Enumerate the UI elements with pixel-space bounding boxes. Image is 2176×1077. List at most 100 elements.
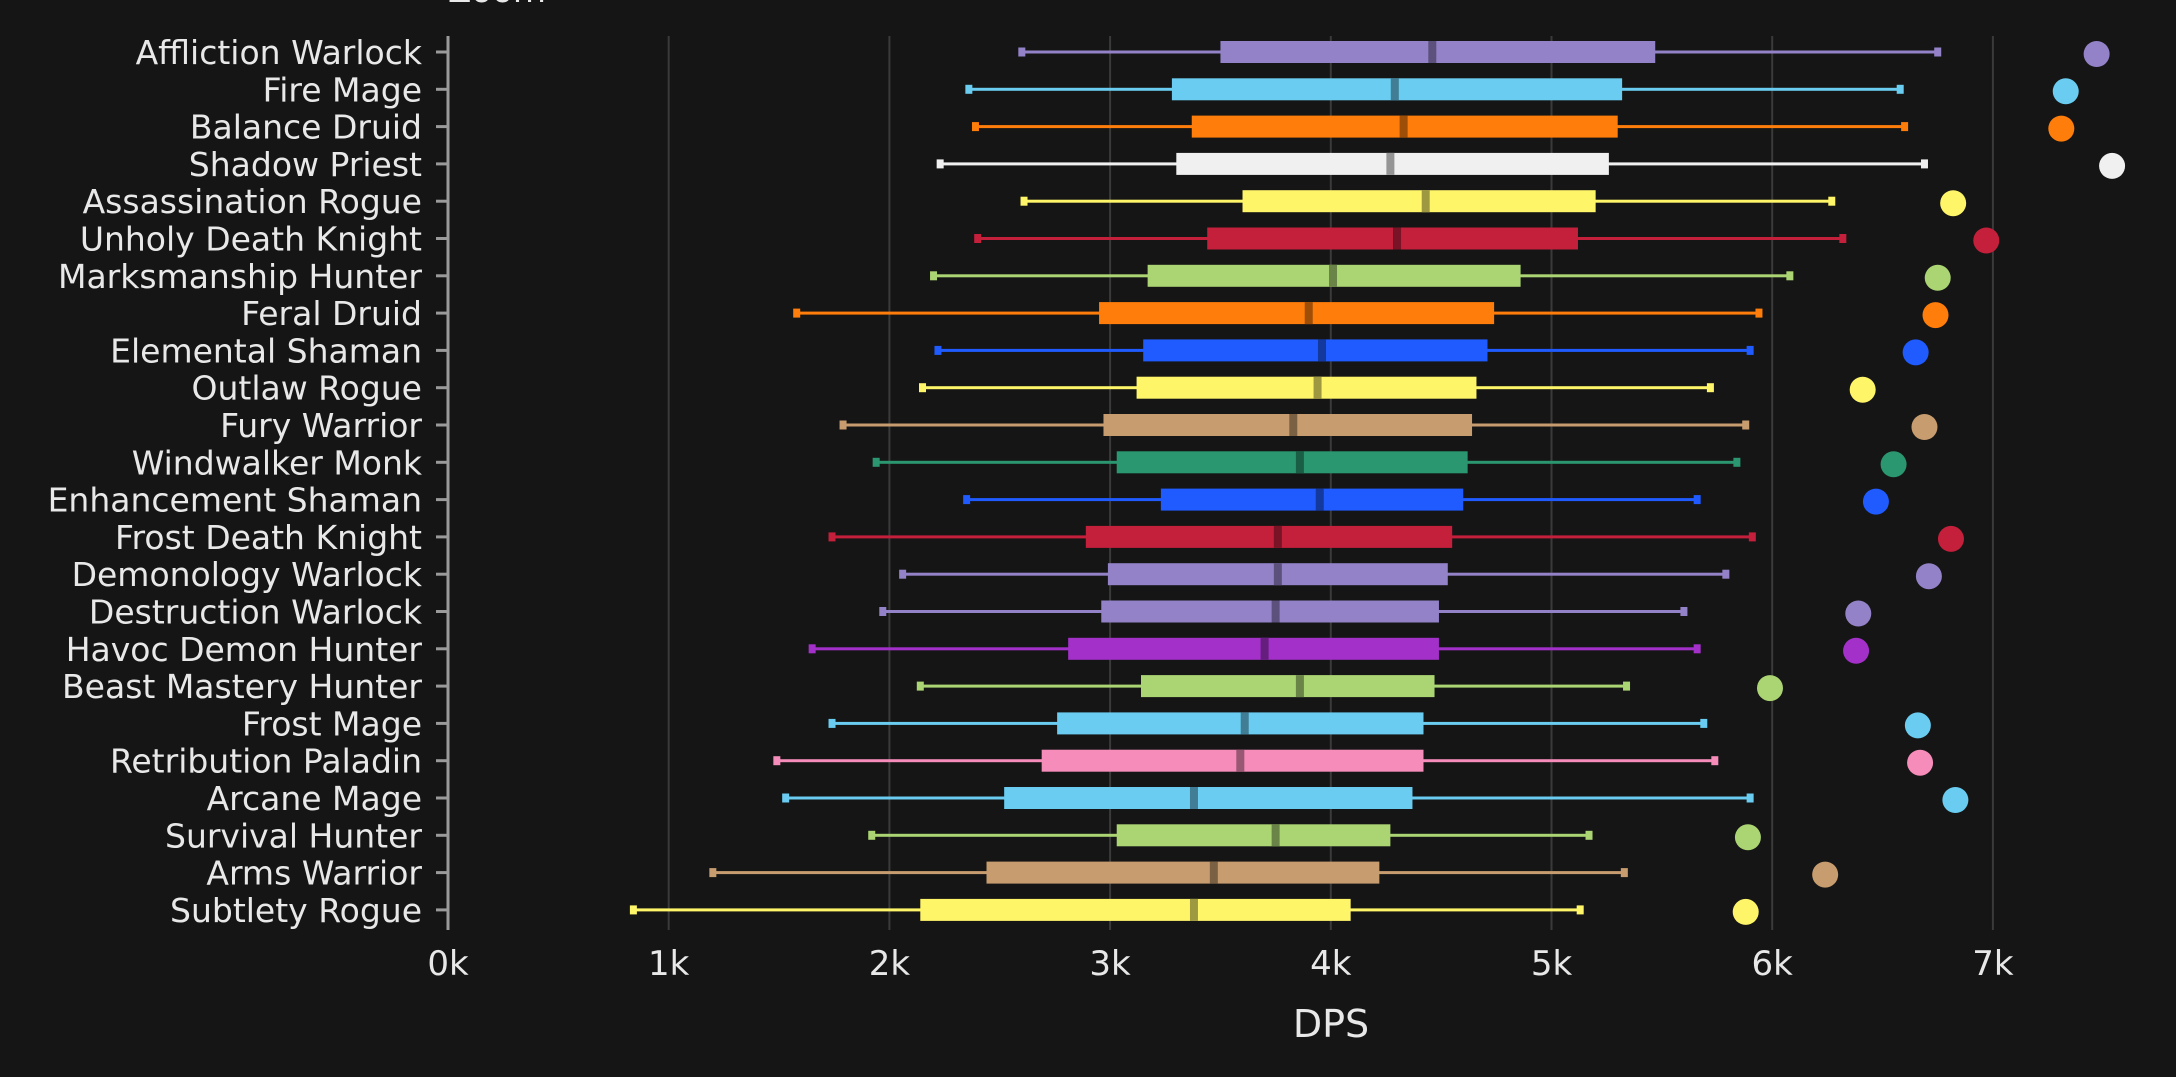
whisker-cap-min (828, 532, 836, 542)
whisker-cap-max (1755, 308, 1763, 318)
median-marker (1329, 264, 1338, 287)
x-tick-label: 4k (1310, 944, 1352, 984)
x-tick-label: 2k (869, 944, 911, 984)
median-marker (1304, 302, 1313, 325)
category-label: Enhancement Shaman (48, 481, 422, 520)
whisker-cap-min (773, 756, 781, 766)
whisker-cap-max (1748, 532, 1756, 542)
box-row (965, 78, 2079, 105)
iqr-box (1140, 675, 1435, 698)
outlier-point (1756, 675, 1783, 702)
whisker-cap-min (963, 495, 971, 505)
whisker-cap-min (868, 830, 876, 840)
whisker-cap-max (1733, 457, 1741, 467)
grid-lines (667, 36, 1994, 930)
whisker-cap-min (974, 234, 982, 243)
median-marker (1313, 376, 1322, 399)
whisker-cap-max (1934, 47, 1942, 57)
category-label: Outlaw Rogue (191, 369, 422, 408)
iqr-box (1101, 600, 1439, 623)
whisker-cap-max (1680, 607, 1688, 616)
median-marker (1240, 712, 1249, 735)
outlier-point (2099, 152, 2126, 179)
category-label: Arcane Mage (207, 779, 422, 818)
iqr-box (986, 861, 1380, 884)
category-label: Unholy Death Knight (80, 220, 422, 259)
x-tick-label: 5k (1531, 944, 1573, 984)
median-marker (1393, 227, 1402, 250)
outlier-point (1862, 488, 1889, 515)
outlier-point (1845, 600, 1872, 627)
whisker-cap-max (1693, 495, 1701, 505)
box-row (974, 227, 2000, 254)
box-row (930, 264, 1951, 291)
whisker-cap-min (629, 905, 637, 915)
box-row (839, 414, 1938, 440)
median-marker (1421, 190, 1430, 213)
whisker-cap-min (930, 271, 938, 281)
box-row (916, 675, 1783, 702)
whisker-cap-max (1920, 159, 1928, 169)
category-label: Demonology Warlock (72, 555, 423, 594)
box-row (782, 787, 1969, 813)
category-label: Retribution Paladin (110, 742, 422, 781)
category-label: Feral Druid (241, 294, 422, 333)
iqr-box (1143, 339, 1488, 362)
median-marker (1386, 152, 1395, 175)
box-row (971, 115, 2075, 142)
x-tick-label: 3k (1089, 944, 1131, 984)
outlier-point (1732, 898, 1759, 925)
category-label: Balance Druid (190, 108, 422, 147)
category-label: Assassination Rogue (83, 182, 422, 221)
whisker-cap-min (965, 84, 973, 94)
median-marker (1273, 563, 1282, 586)
iqr-box (1136, 376, 1477, 399)
whisker-cap-max (1901, 122, 1909, 132)
box-row (709, 861, 1839, 888)
category-label: Affliction Warlock (136, 33, 423, 72)
whisker-cap-max (1746, 793, 1754, 803)
median-marker (1390, 78, 1399, 101)
whisker-cap-min (782, 793, 790, 803)
box-row (629, 898, 1759, 925)
axes: 0k 1k 2k 3k 4k 5k 6k 7k (427, 36, 2014, 984)
median-marker (1271, 600, 1280, 623)
median-marker (1428, 41, 1437, 63)
outlier-point (1940, 190, 1967, 217)
iqr-box (1116, 451, 1468, 474)
whisker-cap-max (1700, 718, 1708, 728)
whisker-cap-min (793, 308, 801, 318)
median-marker (1289, 414, 1298, 436)
top-partial-label: Zoom (448, 0, 546, 11)
x-tick-label: 7k (1972, 944, 2014, 984)
whisker-cap-min (879, 607, 887, 616)
iqr-box (1160, 488, 1464, 511)
category-label: Beast Mastery Hunter (62, 667, 422, 706)
whisker-cap-max (1742, 420, 1750, 430)
x-tick-label: 1k (648, 944, 690, 984)
category-label: Marksmanship Hunter (58, 257, 422, 296)
box-row (828, 525, 1964, 552)
whisker-cap-min (808, 644, 816, 654)
outlier-point (1880, 451, 1907, 478)
iqr-box (1004, 787, 1413, 809)
median-marker (1295, 451, 1304, 474)
whisker-cap-max (1585, 830, 1593, 840)
median-marker (1189, 787, 1198, 809)
whisker-cap-max (1706, 383, 1714, 393)
box-row (1018, 41, 2110, 67)
category-label: Survival Hunter (165, 816, 422, 855)
whisker-cap-min (919, 383, 927, 393)
whisker-cap-max (1896, 84, 1904, 94)
median-marker (1399, 115, 1408, 138)
box-row (872, 451, 1907, 478)
whisker-cap-max (1693, 644, 1701, 654)
outlier-point (1937, 525, 1964, 552)
whisker-cap-min (872, 457, 880, 467)
category-label: Elemental Shaman (110, 331, 422, 370)
whisker-cap-min (916, 681, 924, 691)
iqr-box (1116, 824, 1391, 847)
box-row (879, 600, 1872, 627)
